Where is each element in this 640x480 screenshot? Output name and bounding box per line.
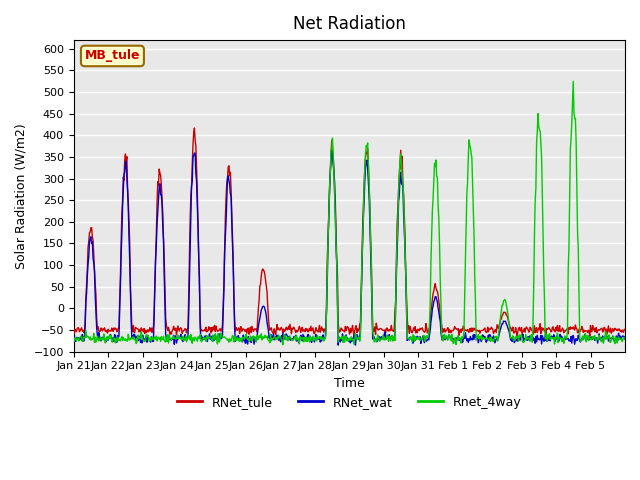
Title: Net Radiation: Net Radiation — [293, 15, 406, 33]
Text: MB_tule: MB_tule — [84, 49, 140, 62]
X-axis label: Time: Time — [334, 377, 365, 390]
Legend: RNet_tule, RNet_wat, Rnet_4way: RNet_tule, RNet_wat, Rnet_4way — [172, 391, 527, 414]
Y-axis label: Solar Radiation (W/m2): Solar Radiation (W/m2) — [15, 123, 28, 269]
